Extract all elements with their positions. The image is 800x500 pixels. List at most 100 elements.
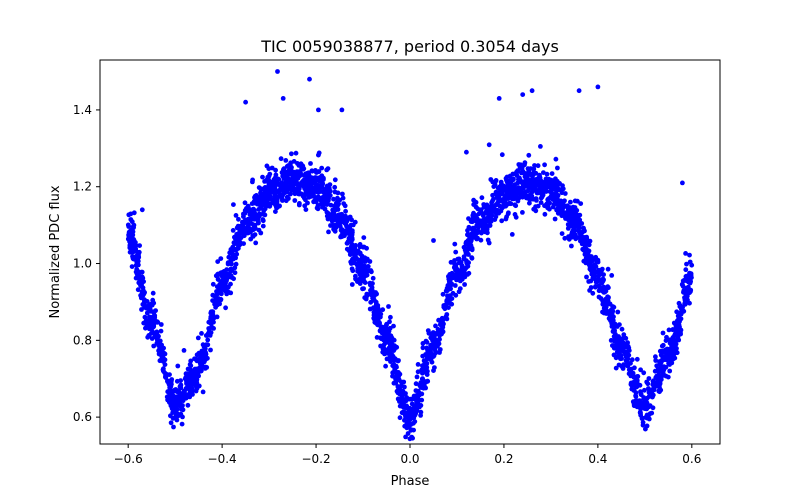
data-point — [233, 261, 239, 267]
data-point — [596, 273, 601, 279]
data-point — [277, 194, 283, 199]
data-point — [311, 175, 317, 181]
data-point — [593, 279, 599, 285]
data-point — [178, 385, 184, 391]
data-point — [272, 175, 278, 181]
data-point — [285, 175, 291, 181]
data-point — [397, 415, 403, 421]
data-point — [301, 177, 307, 183]
data-point — [273, 209, 278, 215]
data-point — [584, 236, 590, 242]
data-point — [321, 177, 326, 182]
data-point — [230, 256, 236, 262]
data-point — [685, 278, 691, 284]
data-point — [669, 356, 675, 362]
data-point — [578, 201, 584, 207]
data-point — [660, 370, 666, 376]
data-point — [388, 359, 393, 364]
data-point — [390, 342, 396, 348]
data-point — [225, 261, 231, 267]
x-tick-label: 0.6 — [682, 452, 701, 466]
data-point — [664, 334, 669, 340]
data-point — [316, 152, 321, 158]
data-point — [659, 352, 664, 358]
data-point — [667, 368, 673, 374]
data-point — [559, 231, 565, 237]
data-point — [667, 337, 673, 343]
data-point — [158, 322, 164, 327]
chart-title: TIC 0059038877, period 0.3054 days — [260, 37, 559, 56]
data-point — [512, 188, 518, 194]
data-point — [469, 255, 475, 261]
data-point — [322, 187, 327, 193]
data-point — [553, 156, 559, 162]
data-point — [474, 216, 480, 222]
data-point — [644, 415, 650, 421]
data-point — [253, 240, 259, 246]
data-point — [629, 383, 635, 389]
data-point — [241, 214, 246, 220]
data-point — [685, 297, 690, 303]
data-point — [355, 261, 361, 267]
data-point — [232, 234, 237, 240]
data-point — [659, 358, 664, 363]
data-point — [274, 180, 280, 186]
data-point — [392, 356, 398, 362]
data-point — [423, 385, 428, 391]
data-point — [145, 334, 151, 340]
data-point — [398, 379, 404, 385]
data-point — [609, 307, 615, 313]
data-point — [670, 327, 676, 332]
data-point — [391, 380, 397, 386]
data-point — [135, 257, 141, 263]
data-point — [209, 324, 215, 330]
data-point — [406, 411, 412, 417]
data-point — [288, 182, 294, 188]
data-point — [162, 357, 168, 363]
data-point — [165, 397, 171, 403]
data-point — [303, 197, 308, 203]
data-point — [288, 191, 293, 197]
data-point — [395, 377, 400, 383]
data-point — [403, 434, 408, 440]
data-point — [393, 363, 399, 369]
outlier-point — [529, 88, 535, 94]
data-point — [664, 350, 669, 355]
data-point — [382, 336, 388, 342]
data-point — [569, 243, 574, 249]
data-point — [523, 171, 529, 177]
data-point — [320, 204, 325, 210]
data-point — [358, 278, 364, 284]
data-point — [687, 252, 692, 258]
data-point — [311, 185, 317, 191]
data-point — [496, 210, 502, 216]
data-point — [541, 170, 546, 176]
data-point — [544, 171, 550, 177]
data-point — [588, 285, 594, 290]
data-point — [596, 294, 602, 300]
data-point — [549, 171, 555, 177]
data-point — [568, 199, 573, 205]
data-point — [147, 317, 153, 323]
data-point — [266, 173, 272, 179]
data-point — [444, 312, 450, 317]
data-point — [638, 367, 643, 373]
data-point — [643, 396, 649, 402]
data-point — [462, 270, 467, 276]
data-point — [531, 206, 537, 212]
data-point — [322, 198, 328, 204]
data-point — [486, 142, 492, 148]
data-point — [656, 383, 662, 389]
data-point — [168, 379, 174, 384]
data-point — [657, 348, 663, 354]
data-point — [148, 309, 154, 314]
data-point — [266, 166, 272, 172]
data-point — [204, 342, 209, 348]
data-point — [476, 224, 481, 230]
data-point — [342, 216, 348, 221]
data-point — [444, 316, 450, 322]
data-point — [237, 229, 243, 235]
data-point — [402, 384, 407, 390]
y-axis-label: Normalized PDC flux — [48, 185, 63, 318]
data-point — [608, 314, 614, 320]
